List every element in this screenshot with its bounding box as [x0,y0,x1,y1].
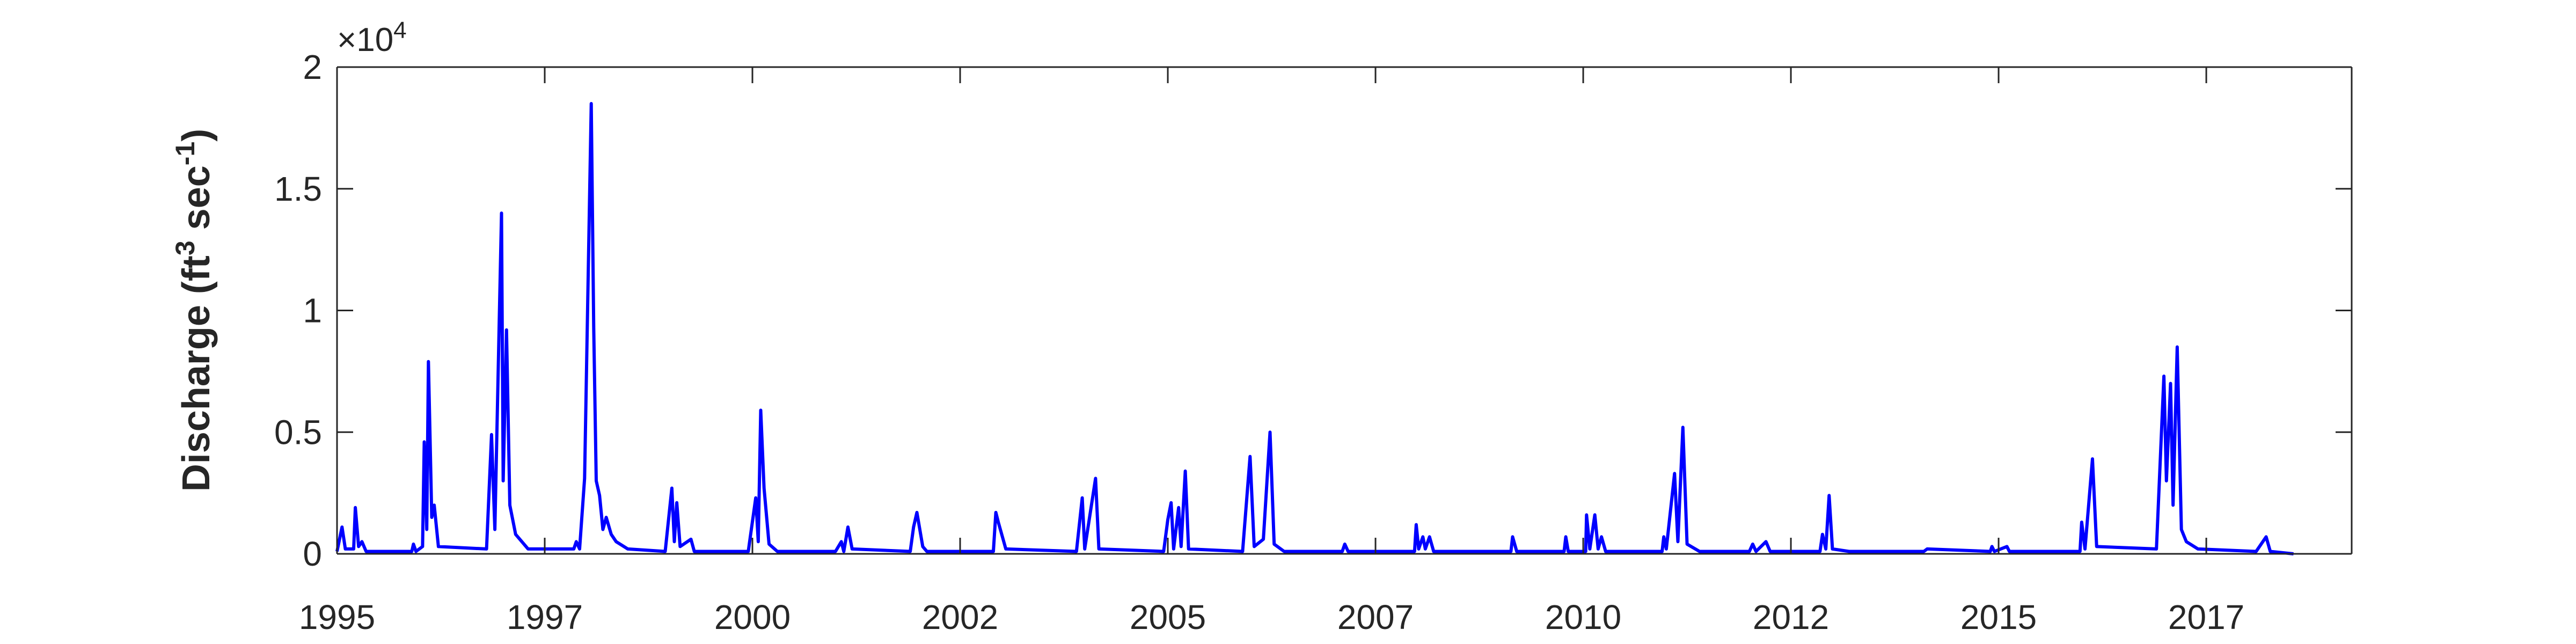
y-tick-label: 2 [303,48,322,86]
y-axis-label: Discharge (ft3 sec-1) [170,129,218,492]
x-tick-label: 1997 [507,598,583,636]
y-tick-label: 0 [303,535,322,573]
x-tick-label: 2010 [1545,598,1621,636]
data-line [335,102,2294,555]
x-tick-label: 2017 [2168,598,2244,636]
y-tick-label: 0.5 [274,413,322,451]
y-label-part: sec [175,165,218,240]
x-tick-label: 2015 [1960,598,2037,636]
multiplier-exp: 4 [393,17,406,43]
axis-multiplier: ×104 [337,17,407,58]
x-tick-label: 2000 [714,598,791,636]
x-tick-label: 2002 [922,598,998,636]
y-tick-label: 1.5 [274,170,322,208]
x-tick-label: 2012 [1753,598,1829,636]
y-label-part: Discharge (ft [175,255,218,492]
y-label-sup: 3 [170,240,200,255]
x-tick-label: 2007 [1337,598,1414,636]
y-label-sup: -1 [170,142,200,165]
y-tick-label: 1 [303,291,322,330]
x-tick-label: 2005 [1130,598,1206,636]
multiplier-base: ×10 [337,21,393,58]
y-label-part: ) [175,129,218,142]
x-tick-label: 1995 [299,598,375,636]
